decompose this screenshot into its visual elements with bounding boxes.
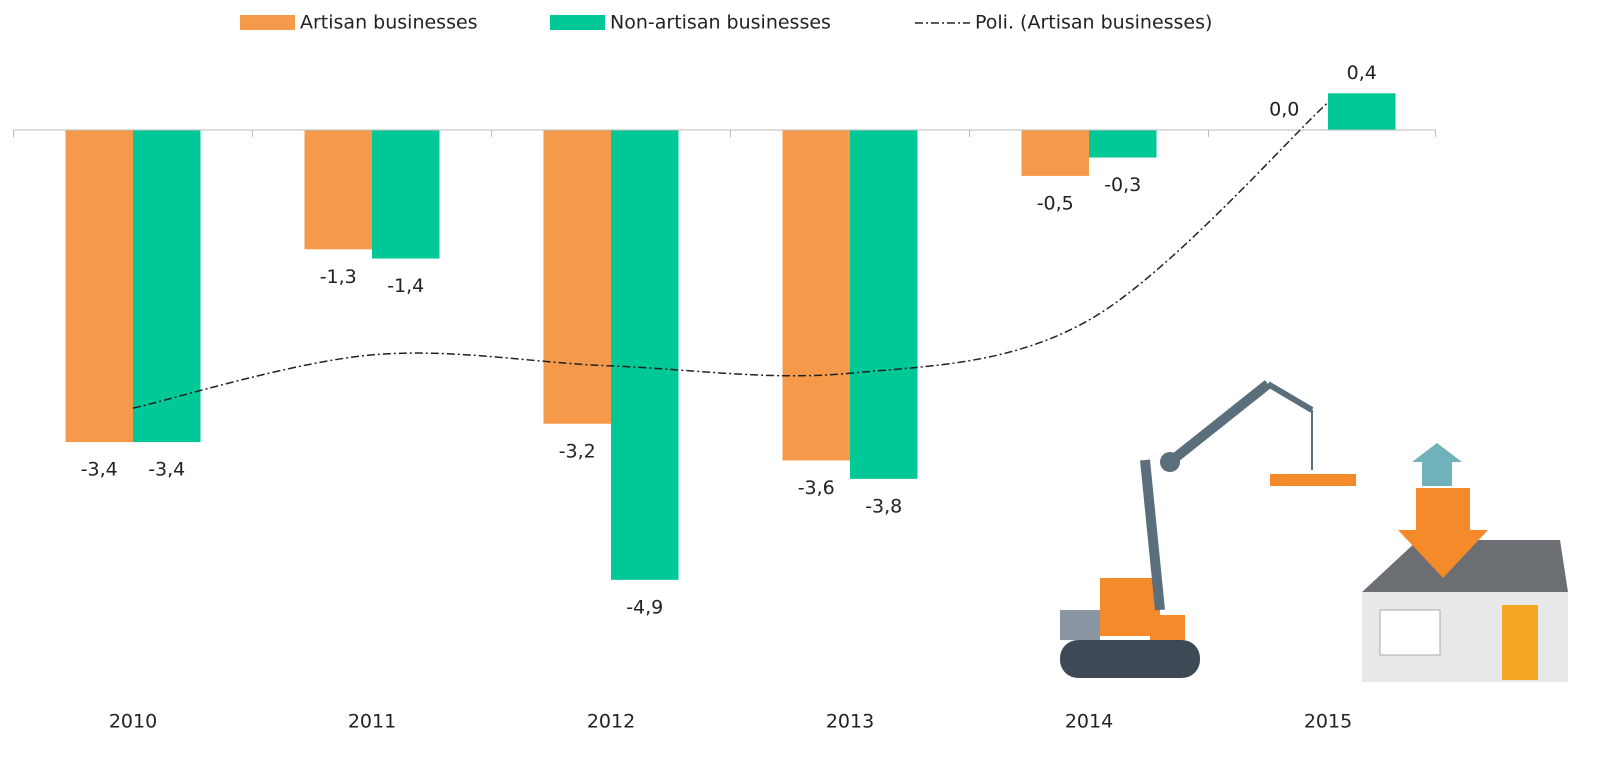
data-label: 0,0 bbox=[1269, 99, 1299, 121]
house-window bbox=[1379, 609, 1441, 656]
data-label: -0,5 bbox=[1037, 192, 1074, 214]
x-tick-label: 2012 bbox=[587, 711, 635, 733]
legend-swatch bbox=[240, 15, 295, 30]
bar bbox=[304, 130, 372, 250]
legend-label: Artisan businesses bbox=[300, 12, 478, 34]
x-tick-label: 2013 bbox=[826, 711, 874, 733]
bar bbox=[1089, 130, 1157, 158]
x-tick-label: 2010 bbox=[109, 711, 157, 733]
data-label: -0,3 bbox=[1104, 174, 1141, 196]
bar bbox=[850, 130, 918, 479]
data-label: -3,6 bbox=[798, 477, 835, 499]
crane-engine bbox=[1060, 610, 1100, 640]
bar bbox=[65, 130, 133, 443]
bar bbox=[611, 130, 679, 580]
house-roof bbox=[1362, 540, 1568, 592]
illustration bbox=[1060, 380, 1568, 682]
bar bbox=[133, 130, 201, 443]
data-label: -4,9 bbox=[626, 596, 663, 618]
house-door bbox=[1502, 605, 1538, 680]
data-label: 0,4 bbox=[1347, 62, 1377, 84]
bar bbox=[1328, 93, 1396, 130]
x-tick-label: 2015 bbox=[1304, 711, 1352, 733]
data-label: -1,4 bbox=[387, 275, 424, 297]
data-label: -3,4 bbox=[148, 459, 185, 481]
crane-boom bbox=[1166, 380, 1272, 466]
legend-label: Poli. (Artisan businesses) bbox=[975, 12, 1212, 34]
arrow-up bbox=[1412, 443, 1462, 486]
crane-load bbox=[1270, 474, 1356, 486]
bar bbox=[372, 130, 440, 259]
data-label: -3,8 bbox=[865, 495, 902, 517]
x-tick-label: 2014 bbox=[1065, 711, 1113, 733]
data-label: -3,2 bbox=[559, 440, 596, 462]
trendline bbox=[132, 101, 1329, 409]
bar bbox=[782, 130, 850, 461]
arrow-down bbox=[1398, 488, 1488, 578]
crane-mast bbox=[1140, 459, 1165, 611]
crane-track bbox=[1060, 640, 1200, 678]
legend: Artisan businesses Non-artisan businesses… bbox=[240, 12, 1212, 34]
data-label: -1,3 bbox=[320, 266, 357, 288]
bar bbox=[1021, 130, 1089, 176]
crane-joint bbox=[1160, 452, 1180, 472]
x-tick-label: 2011 bbox=[348, 711, 396, 733]
bar bbox=[543, 130, 611, 424]
data-label: -3,4 bbox=[81, 459, 118, 481]
crane-body bbox=[1150, 615, 1185, 640]
legend-label: Non-artisan businesses bbox=[610, 12, 831, 34]
crane-jib bbox=[1266, 381, 1314, 413]
legend-swatch bbox=[550, 15, 605, 30]
